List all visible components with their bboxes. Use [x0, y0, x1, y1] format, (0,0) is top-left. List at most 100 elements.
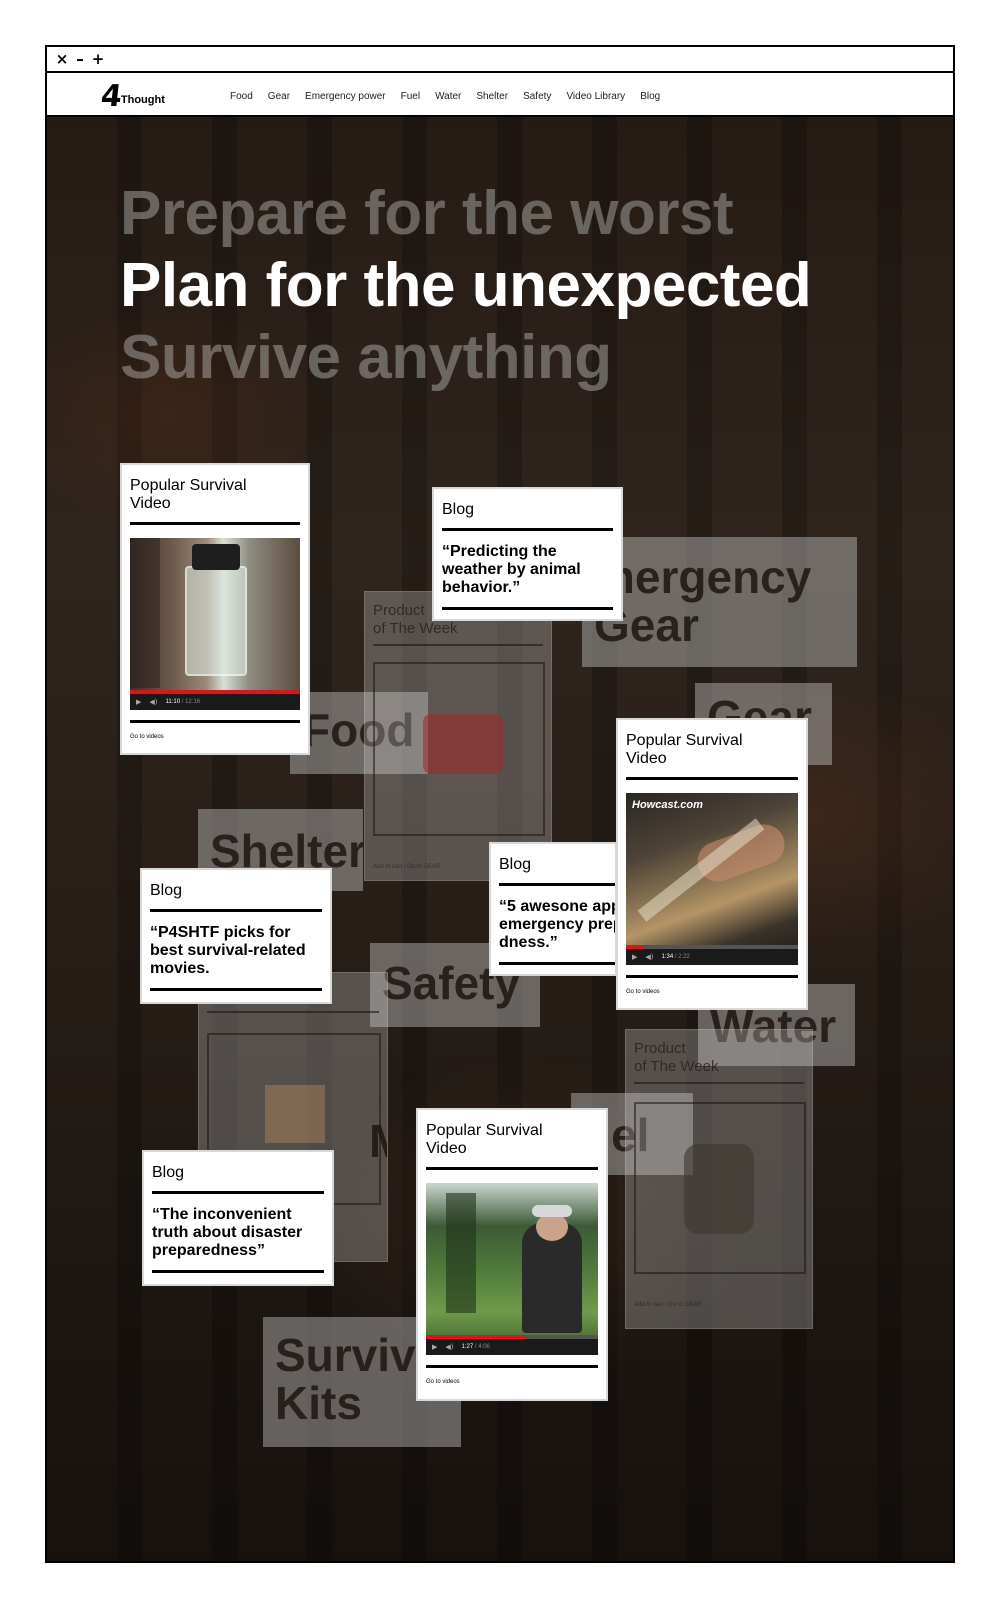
- card-title: Blog: [442, 501, 475, 518]
- volume-icon[interactable]: ◀): [149, 698, 158, 706]
- blog-card-3[interactable]: Blog “P4SHTF picks for best survival-rel…: [140, 868, 332, 1004]
- nav-fuel[interactable]: Fuel: [400, 90, 421, 102]
- add-to-cart-link[interactable]: Add to cart: [634, 1302, 664, 1308]
- card-title: Popular Survival Video: [626, 732, 743, 767]
- card-title: Blog: [499, 856, 532, 873]
- play-icon[interactable]: ▶: [136, 698, 142, 706]
- category-water-label: Water: [710, 1000, 837, 1052]
- blog-card-4[interactable]: Blog “The inconvenient truth about disas…: [142, 1150, 334, 1286]
- go-to-videos-link[interactable]: Go to videos: [130, 734, 164, 740]
- category-tile-food[interactable]: Food: [290, 692, 428, 774]
- nav-safety[interactable]: Safety: [523, 90, 552, 102]
- browser-window: × – + 4 Thought Food Gear Emergency powe…: [45, 45, 955, 1563]
- card-title: Blog: [152, 1164, 185, 1181]
- video-thumbnail-forest-man[interactable]: ▶ ◀) 1:27 / 4:06: [426, 1183, 598, 1355]
- nav-water[interactable]: Water: [435, 90, 462, 102]
- product-footer-1: Add to cart / Go to GEAR: [373, 864, 441, 870]
- divider: [207, 1011, 379, 1013]
- volume-icon[interactable]: ◀): [445, 1343, 454, 1351]
- divider: [130, 720, 300, 723]
- divider: [373, 644, 543, 646]
- category-emergency-line2: Gear: [594, 599, 699, 651]
- product-image-cooler-bag: [373, 662, 545, 836]
- logo-text: Thought: [120, 94, 165, 106]
- category-survival-line1: Surviva: [275, 1329, 442, 1381]
- video-card-1[interactable]: Popular Survival Video ▶ ◀) 11:10 / 12:1…: [120, 463, 310, 755]
- category-survival-line2: Kits: [275, 1377, 362, 1429]
- divider: [150, 909, 322, 912]
- hero-background: Prepare for the worst Plan for the unexp…: [47, 117, 953, 1561]
- play-icon[interactable]: ▶: [432, 1343, 438, 1351]
- nav-food[interactable]: Food: [230, 90, 253, 102]
- divider: [499, 883, 615, 886]
- blog-quote[interactable]: “P4SHTF picks for best survival-related …: [150, 924, 306, 977]
- window-chrome: × – +: [47, 47, 953, 73]
- nav-shelter[interactable]: Shelter: [476, 90, 509, 102]
- site-logo[interactable]: 4 Thought: [99, 79, 165, 114]
- category-tile-emergency-gear[interactable]: mergency Gear: [582, 537, 857, 667]
- product-title-3: Product of The Week: [634, 1040, 719, 1075]
- video-progress-bar[interactable]: [626, 945, 798, 949]
- howcast-watermark: Howcast.com: [632, 799, 703, 811]
- card-title: Popular Survival Video: [426, 1122, 543, 1157]
- card-title: Popular Survival Video: [130, 477, 247, 512]
- go-to-gear-link[interactable]: Go to GEAR: [407, 864, 441, 870]
- hero-line-plan: Plan for the unexpected: [120, 251, 812, 320]
- category-fragment-m: M: [369, 1113, 387, 1173]
- video-progress-bar[interactable]: [130, 690, 300, 694]
- video-controls: ▶ ◀) 11:10 / 12:16: [130, 694, 300, 710]
- video-thumbnail-knife-fire[interactable]: Howcast.com ▶ ◀) 1:34 / 2:22: [626, 793, 798, 965]
- play-icon[interactable]: ▶: [632, 953, 638, 961]
- video-progress-bar[interactable]: [426, 1335, 598, 1339]
- add-to-cart-link[interactable]: Add to cart: [373, 864, 403, 870]
- blog-quote[interactable]: “Predicting the weather by animal behavi…: [442, 543, 581, 596]
- nav-blog[interactable]: Blog: [640, 90, 661, 102]
- divider: [426, 1365, 598, 1368]
- product-image-backpack: [634, 1102, 806, 1274]
- go-to-gear-link[interactable]: Go to GEAR: [668, 1302, 702, 1308]
- category-food-label: Food: [302, 704, 415, 756]
- video-time: 1:27 / 4:06: [461, 1344, 490, 1350]
- divider: [626, 777, 798, 780]
- minimize-icon[interactable]: –: [76, 50, 84, 68]
- video-time: 1:34 / 2:22: [661, 954, 690, 960]
- product-title-1: Product of The Week: [373, 602, 458, 637]
- maximize-icon[interactable]: +: [91, 50, 105, 68]
- logo-mark: 4: [99, 79, 122, 114]
- go-to-videos-link[interactable]: Go to videos: [626, 989, 660, 995]
- category-tile-survival-kits[interactable]: Surviva Kits: [263, 1317, 461, 1447]
- site-header: 4 Thought Food Gear Emergency power Fuel…: [47, 75, 953, 117]
- product-of-week-panel-3[interactable]: Product of The Week Add to cart / Go to …: [625, 1029, 813, 1329]
- nav-video-library[interactable]: Video Library: [566, 90, 626, 102]
- card-title: Blog: [150, 882, 183, 899]
- divider: [152, 1270, 324, 1273]
- close-icon[interactable]: ×: [55, 50, 69, 68]
- blog-card-1[interactable]: Blog “Predicting the weather by animal b…: [432, 487, 623, 621]
- category-shelter-label: Shelter: [210, 825, 363, 877]
- video-controls: ▶ ◀) 1:27 / 4:06: [426, 1339, 598, 1355]
- blog-card-2[interactable]: Blog “5 awesone app emergency prep dness…: [489, 842, 617, 976]
- divider: [626, 975, 798, 978]
- divider: [426, 1167, 598, 1170]
- nav-emergency-power[interactable]: Emergency power: [305, 90, 386, 102]
- divider: [442, 607, 613, 610]
- divider: [152, 1191, 324, 1194]
- divider: [130, 522, 300, 525]
- volume-icon[interactable]: ◀): [645, 953, 654, 961]
- divider: [442, 528, 613, 531]
- main-nav: Food Gear Emergency power Fuel Water She…: [230, 75, 660, 117]
- go-to-videos-link[interactable]: Go to videos: [426, 1379, 460, 1385]
- divider: [150, 988, 322, 991]
- product-of-week-panel-1[interactable]: Product of The Week Add to cart / Go to …: [364, 591, 552, 881]
- product-footer-3: Add to cart / Go to GEAR: [634, 1302, 702, 1308]
- video-controls: ▶ ◀) 1:34 / 2:22: [626, 949, 798, 965]
- blog-quote[interactable]: “The inconvenient truth about disaster p…: [152, 1206, 303, 1259]
- category-emergency-line1: mergency: [594, 551, 812, 603]
- divider: [499, 962, 615, 965]
- video-thumbnail-water-filter[interactable]: ▶ ◀) 11:10 / 12:16: [130, 538, 300, 710]
- video-card-3[interactable]: Popular Survival Video ▶ ◀) 1:27 / 4:06: [416, 1108, 608, 1401]
- blog-quote[interactable]: “5 awesone app emergency prep dness.”: [499, 898, 617, 951]
- divider: [634, 1082, 804, 1084]
- nav-gear[interactable]: Gear: [267, 90, 291, 102]
- video-card-2[interactable]: Popular Survival Video Howcast.com ▶ ◀) …: [616, 718, 808, 1010]
